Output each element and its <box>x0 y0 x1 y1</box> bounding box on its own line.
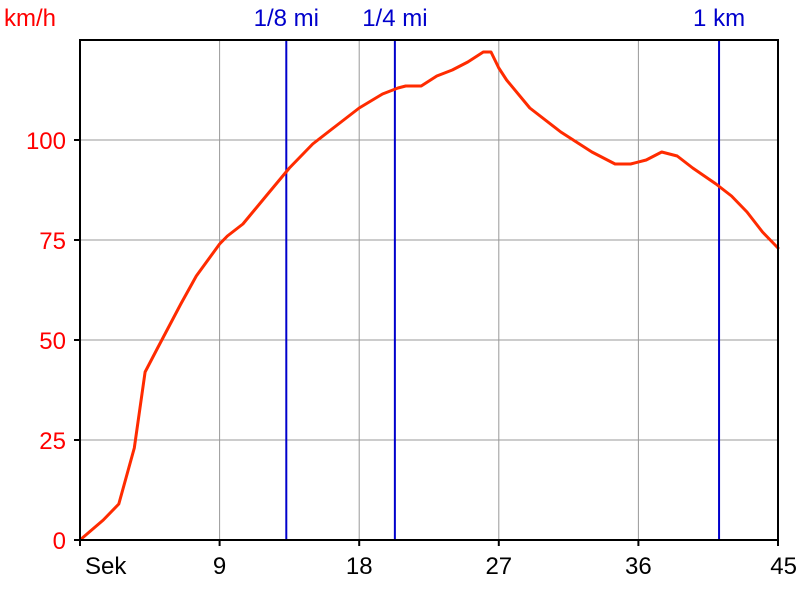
y-axis-ticks: 0 25 50 75 100 <box>26 128 80 555</box>
y-axis-unit: km/h <box>4 5 56 32</box>
x-tick-label: 9 <box>213 553 226 580</box>
plot-frame <box>79 39 779 541</box>
x-axis-ticks: Sek 9 18 27 36 45 <box>79 540 797 580</box>
x-tick-label: Sek <box>85 553 127 580</box>
distance-markers <box>285 40 721 540</box>
grid <box>80 40 778 540</box>
distance-marker-label: 1/4 mi <box>362 5 427 32</box>
y-tick-label: 75 <box>39 228 66 255</box>
y-tick-label: 0 <box>53 528 66 555</box>
speed-series-line <box>78 50 780 542</box>
distance-marker-label: 1 km <box>693 5 745 32</box>
x-tick-label: 18 <box>346 553 373 580</box>
x-tick-label: 27 <box>485 553 512 580</box>
marker-labels: 1/8 mi 1/4 mi 1 km <box>254 5 745 32</box>
series-layer <box>78 50 780 542</box>
y-tick-label: 50 <box>39 328 66 355</box>
distance-marker-label: 1/8 mi <box>254 5 319 32</box>
x-tick-label: 36 <box>625 553 652 580</box>
y-tick-label: 25 <box>39 428 66 455</box>
x-tick-label: 45 <box>770 553 797 580</box>
y-tick-label: 100 <box>26 128 66 155</box>
